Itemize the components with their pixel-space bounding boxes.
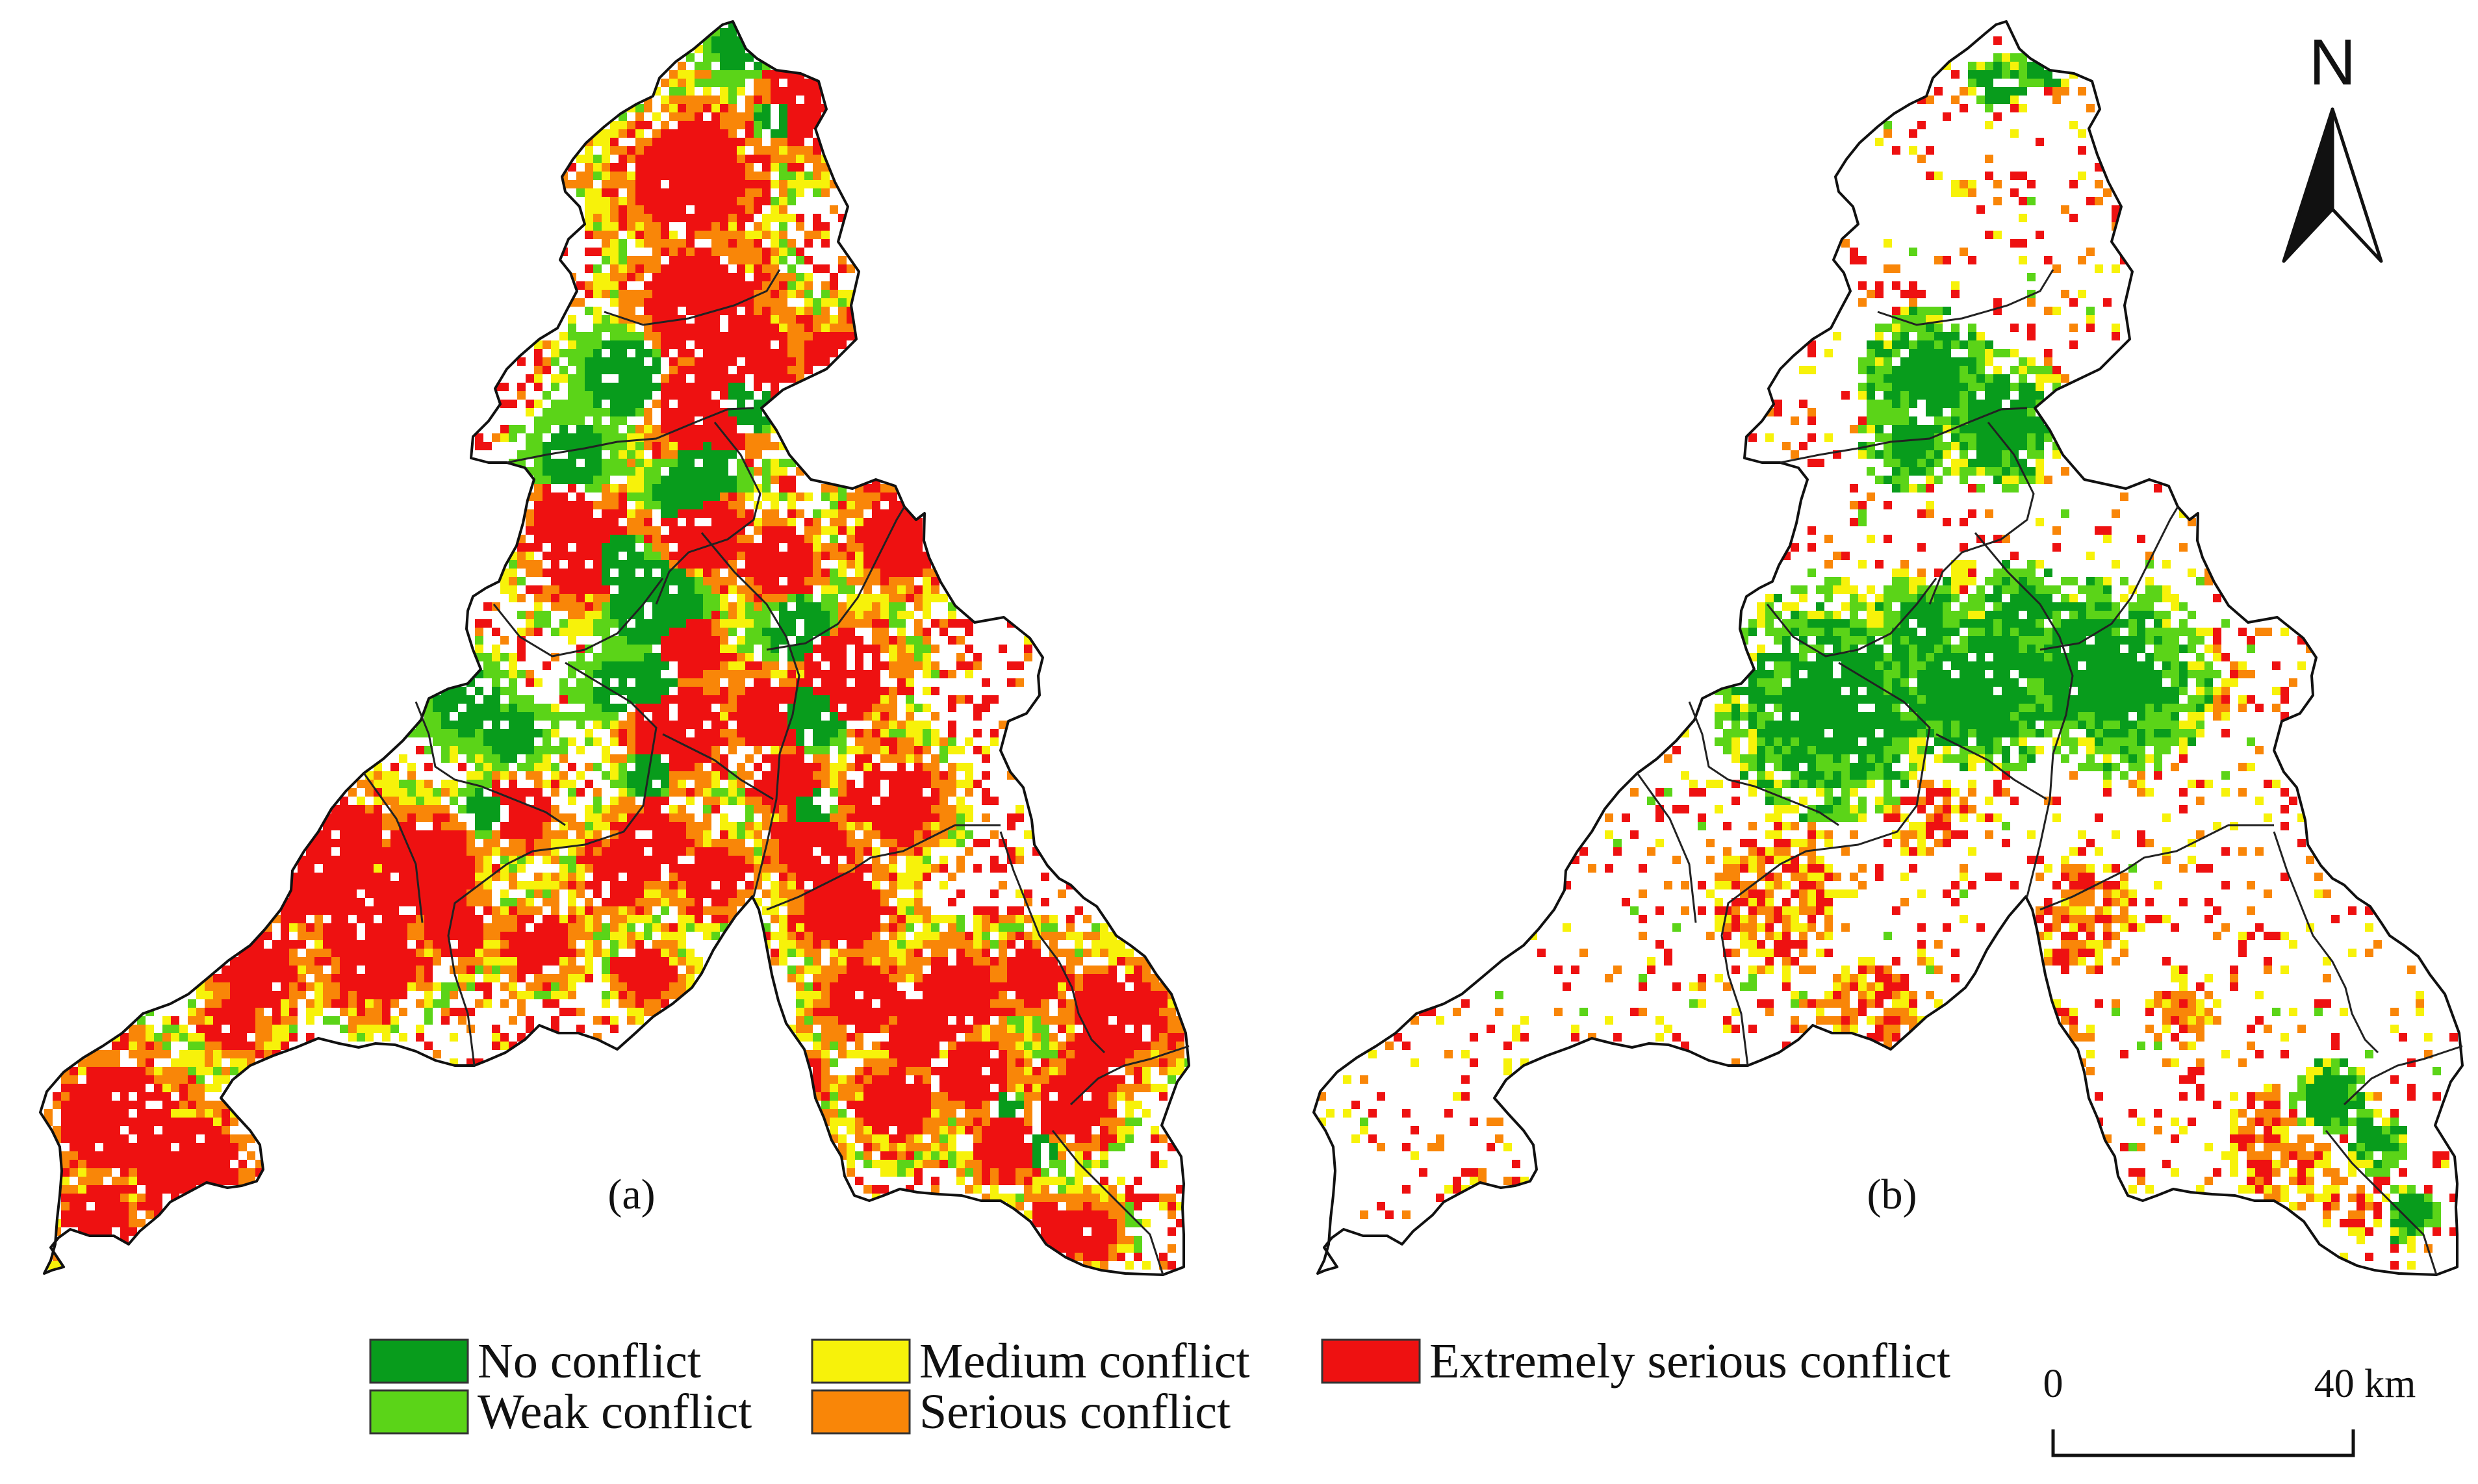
county-boundary: [2039, 506, 2179, 651]
county-boundary: [2273, 831, 2379, 1054]
legend-label-extreme: Extremely serious conflict: [1429, 1334, 1950, 1388]
county-boundary: [662, 733, 774, 800]
panel-label-b: (b): [1867, 1171, 1917, 1218]
county-boundary: [1877, 269, 2054, 326]
county-boundary: [766, 506, 906, 651]
county-boundary: [999, 831, 1106, 1054]
scale-bar-line: [2051, 1429, 2355, 1457]
conflict-cells-weak-b: [1360, 53, 2441, 1244]
legend-label-serious: Serious conflict: [919, 1385, 1231, 1439]
county-boundary: [506, 407, 754, 464]
study-area-outline-a: [39, 20, 1190, 1276]
legend-label-medium: Medium conflict: [919, 1334, 1250, 1388]
map-panel-a: (a): [39, 20, 1190, 1276]
county-boundary: [363, 773, 424, 923]
legend-swatch-extreme: [1321, 1338, 1421, 1384]
legend-label-none: No conflict: [478, 1334, 701, 1388]
county-boundary: [1935, 733, 2047, 800]
county-boundary: [1928, 422, 2035, 605]
county-boundaries-b: [1636, 269, 2463, 1275]
legend-swatch-medium: [811, 1338, 911, 1384]
conflict-cells-none-b: [1731, 62, 2433, 1244]
conflict-cells-extreme-a: [53, 70, 1184, 1270]
county-boundary: [766, 824, 1001, 911]
conflict-cells-serious-a: [44, 62, 1184, 1270]
map-panel-b: (b): [1312, 20, 2464, 1276]
legend-swatch-none: [369, 1338, 469, 1384]
scale-bar: 0 40 km: [2043, 1362, 2416, 1457]
county-boundary: [604, 269, 781, 326]
county-boundary: [1974, 532, 2074, 897]
county-boundary: [1720, 661, 1931, 1066]
county-boundary: [2343, 1045, 2463, 1106]
conflict-cells-b: [1318, 36, 2458, 1270]
scale-bar-end-label: 40 km: [2314, 1362, 2416, 1406]
north-arrow: N: [2282, 26, 2383, 263]
county-boundary: [492, 578, 664, 658]
legend-swatch-serious: [811, 1389, 911, 1435]
county-boundary: [1069, 1045, 1190, 1106]
county-boundary: [2039, 824, 2274, 911]
panel-label-a: (a): [607, 1171, 655, 1218]
county-boundary: [1780, 407, 2028, 464]
county-boundary: [1766, 578, 1937, 658]
county-boundary: [700, 532, 800, 897]
county-boundary: [1051, 1130, 1164, 1275]
conflict-cells-a: [44, 21, 1189, 1270]
county-boundaries-a: [363, 269, 1190, 1275]
county-boundary: [2325, 1130, 2438, 1275]
legend-swatch-weak: [369, 1389, 469, 1435]
conflict-cells-serious-b: [1318, 87, 2433, 1253]
north-arrow-label: N: [2309, 26, 2356, 99]
county-boundary: [447, 661, 658, 1066]
county-boundary: [1688, 701, 1839, 826]
county-boundary: [415, 701, 566, 826]
legend-label-weak: Weak conflict: [478, 1385, 752, 1439]
north-arrow-icon: [2282, 107, 2383, 263]
county-boundary: [1636, 773, 1697, 923]
conflict-cells-medium-a: [44, 45, 1184, 1270]
scale-bar-start-label: 0: [2043, 1362, 2063, 1406]
county-boundary: [655, 422, 761, 605]
study-area-outline-b: [1312, 20, 2464, 1276]
